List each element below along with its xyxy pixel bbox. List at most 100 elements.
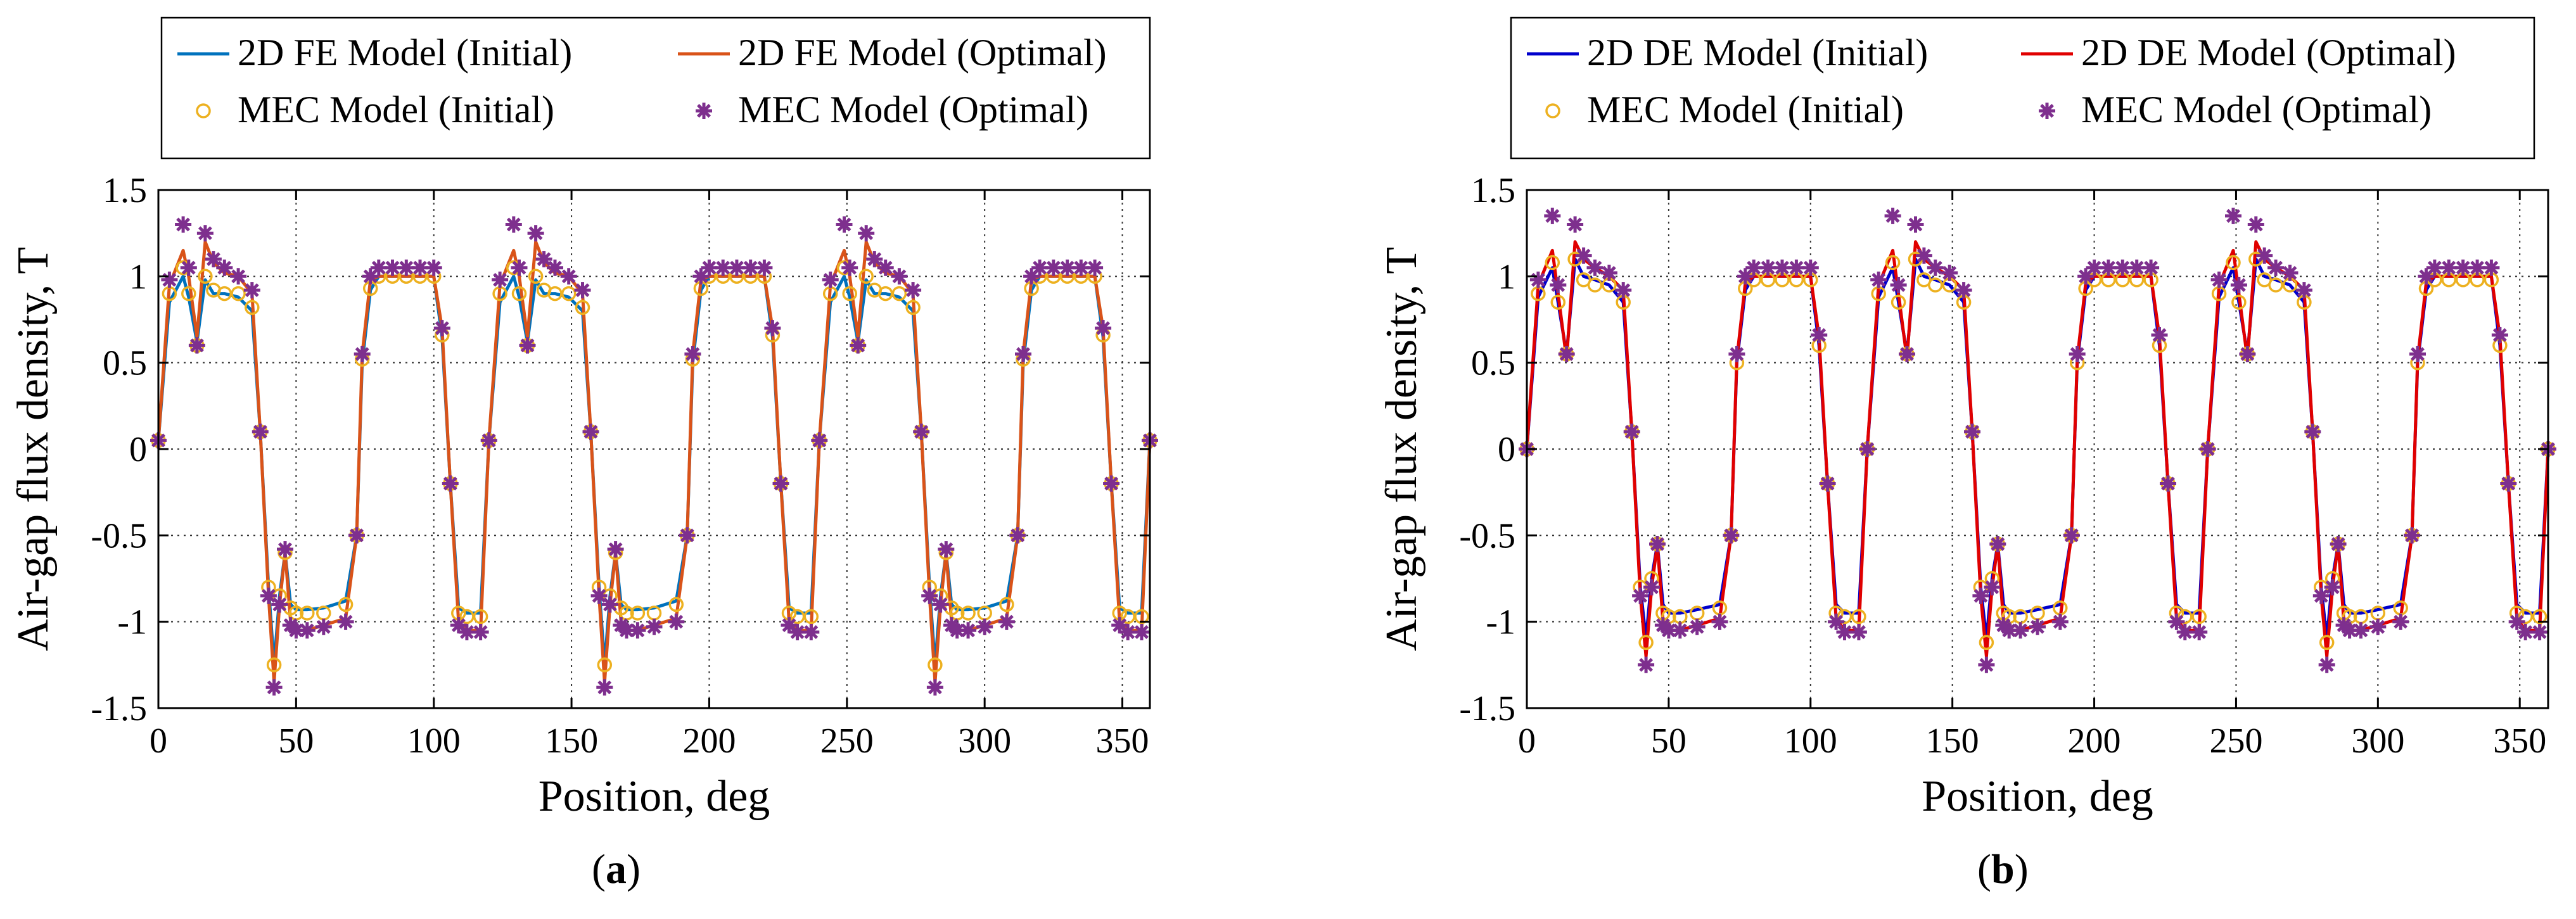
data-point	[398, 259, 415, 276]
data-point	[2256, 247, 2273, 264]
data-point	[998, 613, 1015, 630]
data-point	[772, 475, 789, 492]
data-point	[2176, 624, 2193, 640]
data-point	[1550, 277, 1567, 293]
data-point	[1836, 624, 1853, 640]
data-point	[338, 597, 354, 612]
data-point	[728, 259, 745, 276]
data-point	[597, 657, 613, 673]
data-point	[850, 337, 867, 354]
data-point	[575, 300, 590, 315]
y-tick-label: 1	[1498, 257, 1515, 296]
x-tick-label: 250	[2209, 721, 2262, 761]
data-point	[1134, 609, 1149, 624]
data-point	[1788, 259, 1805, 276]
series-mec-model-initial	[1519, 251, 2556, 650]
data-point	[1745, 259, 1763, 276]
y-tick-label: -0.5	[1459, 516, 1515, 555]
x-tick-label: 350	[1096, 721, 1149, 761]
data-point	[596, 679, 613, 696]
data-point	[2100, 259, 2117, 276]
data-point	[1638, 656, 1655, 673]
data-point	[492, 271, 509, 288]
data-point	[2001, 622, 2018, 639]
data-point	[198, 269, 213, 284]
data-point	[2077, 268, 2095, 285]
data-point	[960, 605, 976, 621]
x-tick-label: 50	[278, 721, 314, 761]
y-tick-label: 0.5	[1471, 344, 1515, 383]
data-point	[450, 617, 467, 634]
data-point	[2177, 609, 2193, 624]
data-point	[2151, 327, 2168, 343]
data-point	[1927, 259, 1944, 276]
chart-panel-b: 0 50 100 150 200 250 300 350 -1.5 -1 -0.5 0 0.5 1 1.5 P…	[1377, 16, 2556, 821]
data-point	[425, 259, 442, 276]
data-point	[1575, 247, 1592, 264]
data-point	[433, 320, 450, 337]
legend-item: 2D FE Model (Optimal)	[678, 32, 1107, 73]
data-point	[701, 259, 718, 276]
y-tick-label: -1	[1486, 603, 1515, 642]
x-tick-label: 300	[958, 721, 1011, 761]
series-mec-model-optimal	[1519, 207, 2556, 673]
data-point	[1688, 618, 1706, 635]
data-point	[2304, 423, 2321, 440]
data-point	[2226, 255, 2241, 270]
x-tick-label: 200	[682, 721, 736, 761]
x-tick-label: 150	[1926, 721, 1979, 761]
data-point	[692, 268, 710, 285]
legend-swatch	[196, 103, 211, 118]
data-point	[2267, 259, 2285, 276]
data-point	[243, 282, 260, 299]
x-tick-label: 0	[1518, 721, 1536, 761]
data-point	[2114, 259, 2131, 276]
data-point	[1884, 207, 1901, 224]
legend-label: 2D DE Model (Optimal)	[2081, 32, 2456, 73]
legend-item: 2D DE Model (Initial)	[1527, 32, 1928, 73]
data-point	[1660, 622, 1677, 639]
y-tick-label: 0.5	[103, 344, 147, 383]
data-point	[2500, 475, 2517, 492]
data-point	[668, 597, 684, 612]
data-point	[607, 541, 624, 558]
y-tick-label: 1.5	[103, 171, 147, 210]
data-point	[1870, 271, 1887, 288]
data-point	[315, 618, 332, 635]
data-point	[2404, 527, 2421, 544]
data-point	[1671, 622, 1688, 639]
data-point	[2469, 259, 2486, 276]
data-point	[277, 541, 293, 558]
data-point	[2483, 259, 2500, 276]
data-point	[362, 268, 379, 285]
data-point	[2295, 282, 2312, 299]
data-point	[1087, 259, 1104, 276]
legend-item: 2D DE Model (Optimal)	[2021, 32, 2456, 73]
data-point	[384, 259, 401, 276]
data-point	[511, 259, 528, 276]
data-point	[891, 286, 907, 301]
data-point	[1851, 609, 1866, 624]
data-point	[1984, 579, 2001, 596]
data-point	[590, 587, 608, 604]
data-point	[1558, 346, 1575, 362]
data-point	[1723, 527, 1740, 544]
data-point	[2231, 295, 2247, 310]
data-point	[181, 286, 196, 301]
data-point	[1978, 656, 1995, 673]
data-point	[1567, 216, 1584, 233]
y-tick-label: -1.5	[91, 689, 147, 728]
data-point	[1802, 259, 1819, 276]
data-point	[271, 596, 288, 613]
data-point	[442, 475, 459, 492]
data-point	[2128, 259, 2145, 276]
data-point	[1529, 271, 1546, 288]
data-point	[618, 622, 635, 639]
data-point	[252, 423, 269, 440]
data-point	[836, 216, 853, 233]
data-point	[2440, 259, 2458, 276]
data-point	[188, 337, 205, 354]
data-point	[1120, 609, 1135, 624]
x-tick-label: 350	[2493, 721, 2546, 761]
data-point	[560, 268, 577, 285]
